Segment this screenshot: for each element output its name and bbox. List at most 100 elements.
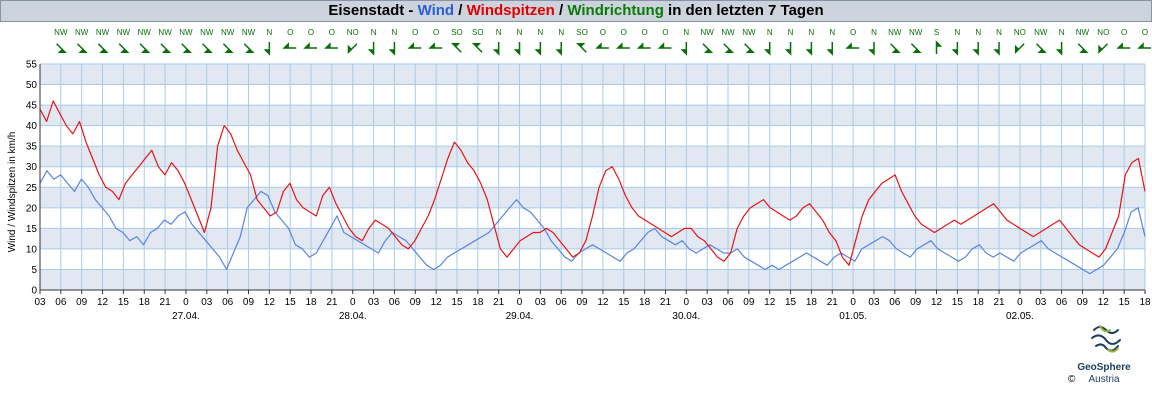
direction-arrow-shape <box>1077 43 1089 53</box>
x-tick-label: 18 <box>472 297 484 308</box>
direction-label: O <box>287 28 293 37</box>
direction-arrow-shape <box>935 40 943 54</box>
direction-arrow-icon <box>1116 42 1131 49</box>
x-tick-label: 0 <box>1017 297 1023 308</box>
direction-arrow-icon <box>1137 42 1151 49</box>
direction-label: O <box>600 28 606 37</box>
direction-label: N <box>517 28 523 37</box>
chart-grid <box>39 63 1146 291</box>
direction-arrow-icon <box>282 42 297 49</box>
title-gust: Windspitzen <box>466 2 555 19</box>
direction-label: NW <box>158 28 172 37</box>
direction-label: NW <box>75 28 89 37</box>
direction-arrow-shape <box>76 43 88 53</box>
x-tick-label: 15 <box>451 297 463 308</box>
direction-arrow-shape <box>702 43 714 53</box>
direction-arrow-shape <box>1116 42 1131 49</box>
x-tick-label: 18 <box>305 297 317 308</box>
direction-arrow-shape <box>513 42 521 56</box>
direction-label: O <box>1121 28 1127 37</box>
direction-arrow-icon <box>805 42 813 56</box>
direction-label: NW <box>221 28 235 37</box>
copyright-symbol: © <box>1068 374 1076 385</box>
x-tick-label: 09 <box>1077 297 1089 308</box>
direction-label: NW <box>138 28 152 37</box>
direction-arrow-shape <box>951 42 959 56</box>
y-tick-label: 0 <box>31 286 37 297</box>
direction-arrow-icon <box>680 42 688 56</box>
direction-arrow-icon <box>615 42 630 49</box>
date-label: 01.05. <box>839 311 867 322</box>
x-tick-label: 03 <box>34 297 46 308</box>
x-tick-label: 15 <box>952 297 964 308</box>
direction-arrow-shape <box>303 42 318 49</box>
x-tick-label: 03 <box>368 297 380 308</box>
direction-arrow-shape <box>534 42 542 56</box>
direction-arrow-shape <box>1098 43 1109 55</box>
logo-subtitle: Austria <box>1088 374 1120 385</box>
direction-arrow-icon <box>576 43 587 53</box>
y-tick-label: 45 <box>26 101 38 112</box>
direction-arrow-icon <box>160 43 172 53</box>
direction-label: NW <box>200 28 214 37</box>
direction-arrow-icon <box>513 42 521 56</box>
direction-label: N <box>996 28 1002 37</box>
direction-label: NW <box>742 28 756 37</box>
direction-arrow-icon <box>367 42 375 56</box>
direction-arrow-shape <box>657 42 672 49</box>
direction-label: N <box>767 28 773 37</box>
direction-arrow-shape <box>595 42 609 49</box>
direction-label: N <box>871 28 877 37</box>
x-tick-label: 15 <box>785 297 797 308</box>
direction-arrow-icon <box>868 42 875 56</box>
x-tick-label: 21 <box>160 297 172 308</box>
chart-band <box>40 64 1145 85</box>
direction-arrow-shape <box>202 43 213 53</box>
direction-arrow-shape <box>910 43 922 53</box>
y-tick-label: 40 <box>26 121 38 132</box>
y-tick-label: 35 <box>26 142 38 153</box>
direction-label: O <box>850 28 856 37</box>
x-tick-label: 03 <box>535 297 547 308</box>
direction-arrow-icon <box>702 43 714 53</box>
direction-arrow-shape <box>407 42 422 49</box>
direction-arrow-shape <box>993 42 1000 56</box>
direction-arrow-shape <box>139 43 151 53</box>
date-label: 30.04. <box>672 311 700 322</box>
x-tick-label: 0 <box>684 297 690 308</box>
direction-label: NW <box>179 28 193 37</box>
chart-band <box>40 187 1145 208</box>
x-tick-label: 12 <box>931 297 943 308</box>
direction-arrow-icon <box>324 42 338 49</box>
date-label: 02.05. <box>1006 311 1034 322</box>
direction-arrow-icon <box>139 43 151 53</box>
direction-arrow-shape <box>388 42 396 56</box>
direction-label: NW <box>242 28 256 37</box>
x-tick-label: 18 <box>973 297 985 308</box>
y-tick-label: 15 <box>26 224 38 235</box>
direction-arrow-shape <box>282 42 297 49</box>
x-tick-label: 09 <box>76 297 88 308</box>
direction-arrow-shape <box>744 43 755 53</box>
direction-arrow-shape <box>324 42 338 49</box>
direction-arrow-icon <box>534 42 542 56</box>
direction-arrow-shape <box>576 43 587 53</box>
title-station: Eisenstadt <box>328 2 405 19</box>
x-tick-label: 06 <box>889 297 901 308</box>
direction-arrow-shape <box>1014 43 1025 55</box>
direction-label: N <box>975 28 981 37</box>
x-tick-label: 06 <box>722 297 734 308</box>
direction-label: O <box>621 28 627 37</box>
direction-arrow-icon <box>492 42 500 56</box>
x-tick-label: 03 <box>1035 297 1047 308</box>
x-tick-label: 21 <box>827 297 839 308</box>
direction-arrow-shape <box>826 42 834 56</box>
direction-arrow-icon <box>1098 43 1109 55</box>
direction-arrow-icon <box>763 42 771 56</box>
y-tick-label: 55 <box>26 60 38 71</box>
direction-label: N <box>809 28 815 37</box>
direction-label: N <box>537 28 543 37</box>
direction-arrow-shape <box>263 42 271 56</box>
x-tick-label: 09 <box>577 297 589 308</box>
title-sep-3: / <box>554 2 568 19</box>
